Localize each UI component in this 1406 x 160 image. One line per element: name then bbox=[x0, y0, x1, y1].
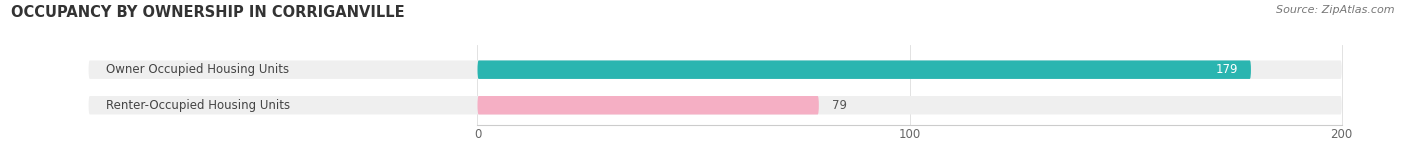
Text: Owner Occupied Housing Units: Owner Occupied Housing Units bbox=[105, 63, 290, 76]
FancyBboxPatch shape bbox=[89, 60, 1341, 79]
FancyBboxPatch shape bbox=[478, 60, 1251, 79]
Text: 179: 179 bbox=[1216, 63, 1239, 76]
FancyBboxPatch shape bbox=[478, 96, 818, 115]
Text: Source: ZipAtlas.com: Source: ZipAtlas.com bbox=[1277, 5, 1395, 15]
Text: OCCUPANCY BY OWNERSHIP IN CORRIGANVILLE: OCCUPANCY BY OWNERSHIP IN CORRIGANVILLE bbox=[11, 5, 405, 20]
Text: Renter-Occupied Housing Units: Renter-Occupied Housing Units bbox=[105, 99, 290, 112]
Text: 79: 79 bbox=[832, 99, 846, 112]
FancyBboxPatch shape bbox=[89, 96, 1341, 115]
